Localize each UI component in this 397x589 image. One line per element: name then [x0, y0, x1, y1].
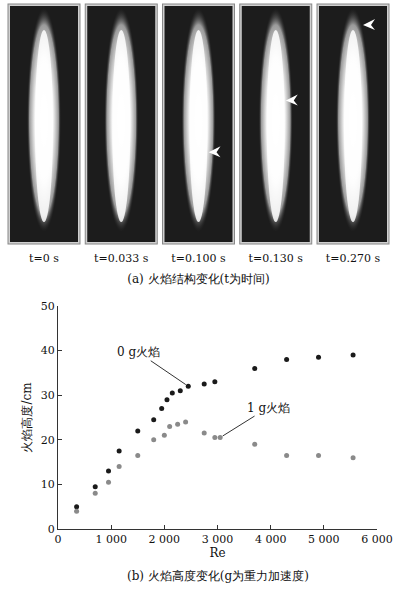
svg-text:t=0.033 s: t=0.033 s	[94, 252, 149, 265]
svg-text:30: 30	[41, 389, 55, 402]
svg-text:50: 50	[41, 300, 55, 313]
svg-text:5 000: 5 000	[308, 533, 340, 546]
svg-text:t=0.130 s: t=0.130 s	[249, 252, 304, 265]
svg-text:20: 20	[41, 434, 55, 447]
svg-text:Re: Re	[209, 546, 225, 560]
svg-text:0 g火焰: 0 g火焰	[117, 345, 160, 359]
svg-text:t=0 s: t=0 s	[29, 252, 59, 265]
svg-text:0: 0	[55, 533, 62, 546]
svg-text:(a) 火焰结构变化(t为时间): (a) 火焰结构变化(t为时间)	[127, 272, 270, 286]
svg-text:40: 40	[41, 344, 55, 357]
svg-text:4 000: 4 000	[255, 533, 287, 546]
svg-text:3 000: 3 000	[202, 533, 234, 546]
svg-text:火焰高度/cm: 火焰高度/cm	[20, 382, 34, 453]
svg-text:0: 0	[48, 523, 55, 536]
svg-text:t=0.270 s: t=0.270 s	[326, 252, 381, 265]
svg-text:(b) 火焰高度变化(g为重力加速度): (b) 火焰高度变化(g为重力加速度)	[127, 569, 309, 583]
svg-text:10: 10	[41, 478, 55, 491]
svg-text:2 000: 2 000	[149, 533, 181, 546]
svg-text:1 g火焰: 1 g火焰	[247, 401, 290, 415]
svg-text:t=0.100 s: t=0.100 s	[171, 252, 226, 265]
svg-text:6 000: 6 000	[361, 533, 393, 546]
svg-text:1 000: 1 000	[95, 533, 127, 546]
